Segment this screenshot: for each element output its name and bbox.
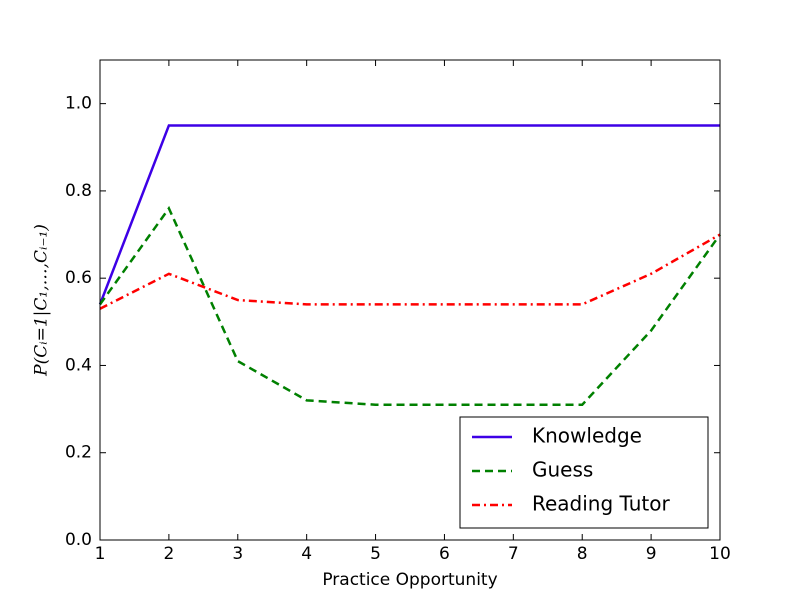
y-tick-label: 1.0 [65, 94, 92, 114]
x-tick-label: 3 [232, 544, 243, 564]
x-tick-label: 8 [577, 544, 588, 564]
legend-label: Knowledge [532, 424, 642, 448]
x-tick-label: 2 [163, 544, 174, 564]
x-tick-label: 6 [439, 544, 450, 564]
x-tick-label: 7 [508, 544, 519, 564]
x-tick-label: 9 [646, 544, 657, 564]
data-line [99, 233, 721, 310]
legend-label: Reading Tutor [532, 492, 670, 516]
x-tick-label: 1 [95, 544, 106, 564]
x-tick-label: 4 [301, 544, 312, 564]
plot-frame [99, 59, 721, 541]
x-tick-label: 10 [709, 544, 731, 564]
x-tick-label: 5 [370, 544, 381, 564]
legend: Knowledge Guess Reading Tutor [459, 416, 709, 529]
legend-box [459, 416, 709, 529]
y-tick-label: 0.6 [65, 268, 92, 288]
legend-label: Guess [532, 458, 593, 482]
data-line [98, 124, 720, 305]
y-axis-label: P(Cᵢ=1|C₁,…,Cᵢ₋₁) [32, 224, 52, 377]
y-tick-label: 0.2 [65, 443, 92, 463]
data-line [98, 205, 722, 406]
x-axis-label: Practice Opportunity [322, 570, 497, 590]
y-tick-label: 0.4 [65, 355, 92, 375]
y-tick-label: 0.8 [65, 181, 92, 201]
y-tick-label: 0.0 [65, 530, 92, 550]
